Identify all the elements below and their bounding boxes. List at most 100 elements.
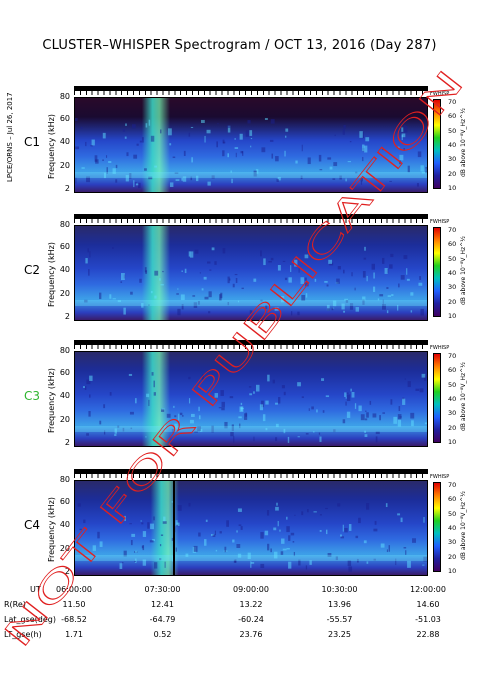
ephemeris-value: 23.25 (328, 630, 351, 639)
colorbar-tick: 60 (448, 112, 457, 121)
minor-ticks (74, 474, 428, 478)
spectrogram-c3 (74, 351, 428, 447)
colorbar-tick: 10 (448, 567, 457, 575)
colorbar-tick: 50 (448, 254, 457, 263)
panel-label-c3: C3 (24, 389, 41, 403)
colorbar-tick: 50 (448, 126, 457, 135)
watermark-text: NOT FOR PUBLICATION (0, 63, 472, 656)
ephemeris-value: 13.96 (328, 600, 351, 609)
spectrogram-c2 (74, 225, 428, 321)
x-tick-label: 09:00:00 (233, 585, 269, 594)
colorbar-tick: 10 (448, 312, 457, 320)
y-tick-label: 2 (64, 438, 70, 448)
colorbar-tick: 20 (448, 169, 457, 178)
panel-label-c4: C4 (24, 518, 41, 532)
colorbar-tick: 40 (448, 269, 457, 277)
ephemeris-value: 23.76 (239, 630, 263, 639)
ephemeris-value: -64.79 (149, 615, 176, 624)
y-tick-label: 2 (64, 184, 70, 194)
colorbar (433, 99, 441, 189)
y-tick-label: 80 (59, 220, 70, 229)
ephemeris-value: -55.57 (326, 615, 353, 624)
colorbar-tick: 70 (448, 352, 457, 360)
colorbar (433, 227, 441, 317)
ephemeris-value: 11.50 (62, 600, 86, 609)
colorbar (433, 482, 441, 572)
y-tick-label: 20 (59, 544, 70, 554)
colorbar-tick: 40 (448, 395, 457, 403)
y-tick-label: 20 (59, 415, 70, 425)
x-tick-label: 06:00:00 (56, 585, 92, 594)
y-tick-label: 40 (59, 137, 70, 147)
ephemeris-value: -51.03 (415, 615, 441, 624)
x-tick-label: 12:00:00 (410, 585, 446, 594)
time-bar-c3 (74, 340, 428, 345)
ephemeris-value: 14.60 (416, 600, 440, 609)
colorbar-tick: 30 (448, 409, 457, 418)
colorbar-tick: 20 (448, 297, 457, 306)
time-bar-c1 (74, 86, 428, 91)
colorbar-tick: 60 (448, 366, 457, 375)
minor-ticks (74, 219, 428, 223)
ephemeris-value: 13.22 (239, 600, 263, 609)
ephemeris-label: R(Re) (4, 600, 26, 609)
colorbar-tick: 30 (448, 283, 457, 292)
y-tick-label: 80 (59, 346, 70, 355)
ephemeris-value: 0.52 (153, 630, 172, 639)
ephemeris-label: LT_gse(h) (4, 630, 42, 639)
spectrogram-c4 (74, 480, 428, 576)
colorbar-tick: 50 (448, 380, 457, 389)
ephemeris-value: 12.41 (151, 600, 174, 609)
colorbar-tick: 60 (448, 240, 457, 249)
colorbar-title: FWHISP (430, 219, 450, 225)
time-bar-c2 (74, 214, 428, 219)
minor-ticks (74, 91, 428, 95)
y-tick-label: 40 (59, 391, 70, 401)
colorbar-tick: 60 (448, 495, 457, 504)
colorbar-tick: 50 (448, 509, 457, 518)
colorbar-tick: 70 (448, 98, 457, 106)
y-tick-label: 2 (64, 312, 70, 322)
chart-title: CLUSTER–WHISPER Spectrogram / OCT 13, 20… (42, 38, 437, 53)
colorbar-title: FWHISP (430, 474, 450, 480)
y-tick-label: 20 (59, 289, 70, 299)
y-tick-label: 20 (59, 161, 70, 171)
x-tick-label: 07:30:00 (144, 585, 181, 594)
spectrogram-c1 (74, 97, 428, 193)
colorbar-tick: 10 (448, 438, 457, 446)
y-tick-label: 60 (59, 368, 70, 378)
x-tick-label: 10:30:00 (321, 585, 358, 594)
y-tick-label: 60 (59, 242, 70, 252)
ephemeris-value: -60.24 (238, 615, 264, 624)
panel-label-c1: C1 (24, 135, 41, 149)
y-tick-label: 40 (59, 265, 70, 275)
ephemeris-value: 1.71 (65, 630, 83, 639)
colorbar-tick: 20 (448, 552, 457, 561)
panel-label-c2: C2 (24, 263, 41, 277)
colorbar-tick: 70 (448, 226, 457, 234)
ephemeris-label: Lat_gse(deg) (4, 615, 56, 624)
data-gap-line (172, 481, 175, 575)
y-tick-label: 80 (59, 475, 70, 484)
colorbar-tick: 40 (448, 524, 457, 532)
ephemeris-label: UT (30, 585, 41, 594)
y-tick-label: 2 (64, 567, 70, 577)
colorbar (433, 353, 441, 443)
colorbar-tick: 10 (448, 184, 457, 192)
minor-ticks (74, 345, 428, 349)
colorbar-title: FWHISP (430, 91, 450, 97)
y-tick-label: 80 (59, 92, 70, 101)
ephemeris-value: -68.52 (61, 615, 87, 624)
y-tick-label: 60 (59, 114, 70, 124)
colorbar-tick: 30 (448, 538, 457, 547)
ephemeris-value: 22.88 (416, 630, 440, 639)
y-tick-label: 60 (59, 497, 70, 507)
time-bar-c4 (74, 469, 428, 474)
colorbar-tick: 70 (448, 481, 457, 489)
colorbar-tick: 20 (448, 423, 457, 432)
colorbar-tick: 40 (448, 141, 457, 149)
colorbar-tick: 30 (448, 155, 457, 164)
colorbar-title: FWHISP (430, 345, 450, 351)
y-tick-label: 40 (59, 520, 70, 530)
